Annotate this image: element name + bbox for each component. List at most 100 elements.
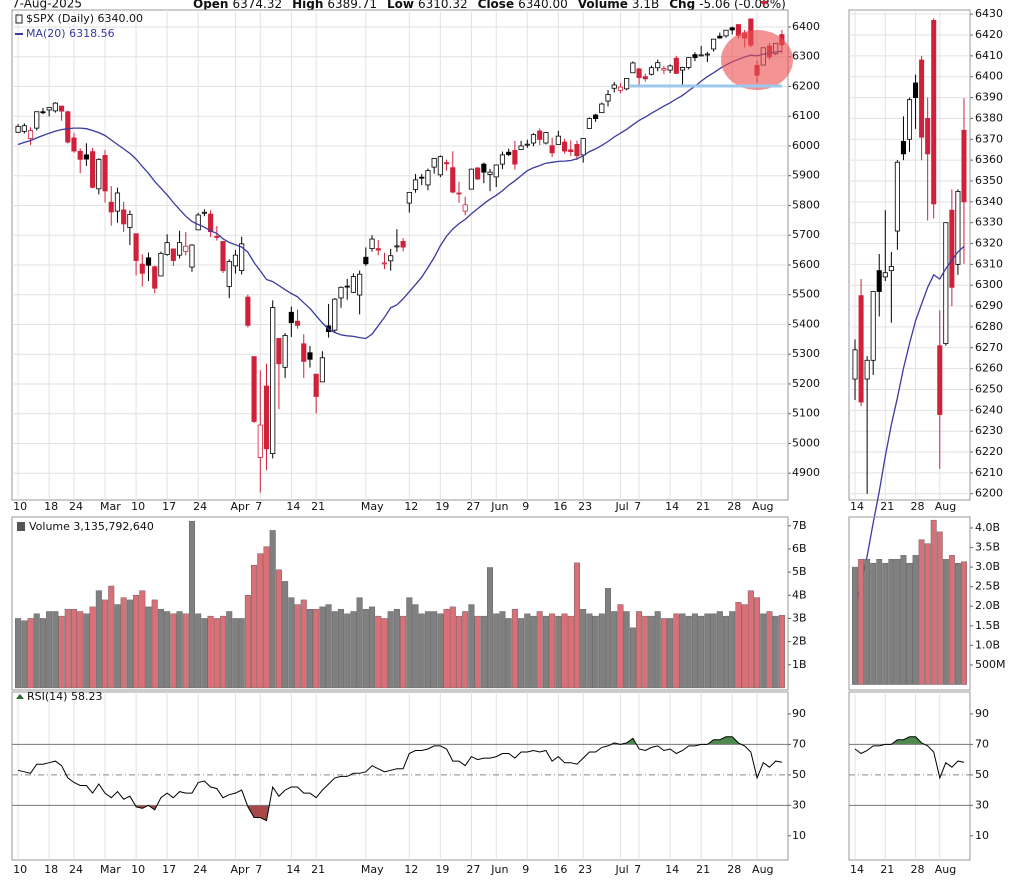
- panel-frame: [11, 691, 789, 861]
- highlight-circle: [721, 30, 793, 90]
- candle-body: [263, 385, 270, 450]
- volume-bar: [449, 606, 456, 689]
- x-tick-label: 21: [880, 863, 894, 876]
- candle-body: [52, 102, 58, 112]
- volume-bar: [660, 618, 667, 689]
- x-tick-label: 7: [255, 500, 262, 513]
- candle-body: [419, 176, 425, 179]
- volume-bar: [27, 618, 34, 689]
- rsi-icon: [16, 694, 24, 699]
- y-tick-label: 6000: [792, 139, 820, 152]
- candle-body: [667, 65, 673, 71]
- header-value: 3.1B: [632, 0, 659, 11]
- candle-body: [506, 151, 512, 155]
- volume-bar: [536, 611, 543, 689]
- y-tick-label: 5200: [792, 377, 820, 390]
- x-tick-label: 12: [404, 500, 418, 513]
- volume-bar: [555, 615, 562, 689]
- volume-bar: [238, 618, 245, 689]
- y-tick-label: 6240: [975, 403, 1003, 416]
- oversold-fill: [135, 805, 270, 821]
- candle-body: [611, 84, 617, 89]
- candle-body: [949, 209, 955, 288]
- candle-body: [301, 343, 307, 362]
- candle-body: [450, 167, 456, 193]
- candle-body: [145, 257, 152, 266]
- volume-bar: [592, 615, 599, 689]
- volume-bar: [942, 559, 949, 685]
- volume-bar: [114, 604, 121, 689]
- candle-body: [270, 307, 276, 454]
- y-tick-label: 6400: [975, 70, 1003, 83]
- candle-body: [475, 167, 481, 180]
- x-tick-label: 10: [131, 500, 145, 513]
- candle-body: [593, 114, 599, 119]
- y-tick-label: 5800: [792, 198, 820, 211]
- header-value: 6340.00: [518, 0, 568, 11]
- panel-frame: [848, 516, 971, 691]
- volume-bar: [598, 613, 605, 689]
- candle-body: [282, 335, 288, 368]
- date-label: 7-Aug-2025: [12, 0, 82, 11]
- volume-bar: [139, 590, 146, 689]
- candle-body: [208, 213, 214, 233]
- x-tick-label: 27: [466, 500, 480, 513]
- volume-bar: [906, 562, 913, 685]
- y-tick-label: 6430: [975, 7, 1003, 20]
- y-tick-label: 1B: [792, 658, 807, 671]
- y-tick-label: 30: [792, 798, 806, 811]
- candle-body: [77, 150, 83, 160]
- volume-bar: [499, 611, 506, 689]
- volume-bar: [954, 562, 961, 685]
- volume-bar: [64, 608, 71, 689]
- volume-bar: [505, 618, 512, 689]
- volume-bar: [930, 519, 937, 685]
- x-tick-label: 21: [696, 863, 710, 876]
- volume-bar: [226, 611, 233, 689]
- y-tick-label: 6280: [975, 320, 1003, 333]
- y-tick-label: 6310: [975, 257, 1003, 270]
- header-label: Low: [387, 0, 414, 11]
- rsi-title: RSI(14) 58.23: [27, 690, 102, 703]
- candle-body: [152, 266, 158, 289]
- candle-body: [723, 29, 729, 37]
- y-tick-label: 2.0B: [975, 599, 1000, 612]
- volume-bar: [182, 613, 189, 689]
- volume-bar: [511, 608, 518, 689]
- x-tick-label: 19: [435, 863, 449, 876]
- y-tick-label: 6340: [975, 195, 1003, 208]
- header-label: Close: [478, 0, 514, 11]
- y-tick-label: 3B: [792, 611, 807, 624]
- candle-body: [257, 424, 263, 458]
- candle-body: [65, 111, 71, 143]
- candle-body: [357, 273, 363, 296]
- y-tick-label: 6350: [975, 174, 1003, 187]
- candle-body: [158, 252, 164, 277]
- x-tick-label: 12: [404, 863, 418, 876]
- volume-bar: [33, 613, 40, 689]
- candle-body: [961, 129, 967, 203]
- panel-frame: [848, 691, 971, 861]
- volume-bar: [673, 613, 680, 689]
- volume-bar: [412, 604, 419, 689]
- volume-bar: [518, 618, 525, 689]
- volume-bar: [213, 618, 220, 689]
- volume-bar: [567, 615, 574, 689]
- volume-bar: [948, 555, 955, 685]
- volume-bar: [344, 613, 351, 689]
- volume-bar: [936, 531, 943, 685]
- candle-body: [599, 103, 605, 114]
- candle-body: [245, 296, 251, 326]
- candle-body: [83, 154, 89, 160]
- candle-body: [21, 125, 27, 132]
- volume-bar: [108, 585, 115, 689]
- candle-body: [673, 57, 679, 74]
- y-tick-label: 50: [792, 768, 806, 781]
- candle-body: [388, 255, 394, 262]
- y-tick-label: 6380: [975, 111, 1003, 124]
- volume-bar: [282, 581, 289, 689]
- volume-bar: [157, 608, 164, 689]
- volume-bar: [102, 599, 109, 689]
- x-tick-label: Aug: [935, 500, 956, 513]
